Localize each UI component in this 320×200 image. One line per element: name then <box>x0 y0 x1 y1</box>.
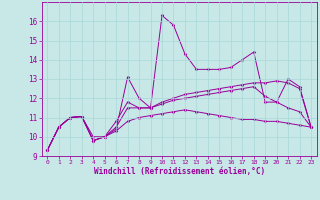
X-axis label: Windchill (Refroidissement éolien,°C): Windchill (Refroidissement éolien,°C) <box>94 167 265 176</box>
